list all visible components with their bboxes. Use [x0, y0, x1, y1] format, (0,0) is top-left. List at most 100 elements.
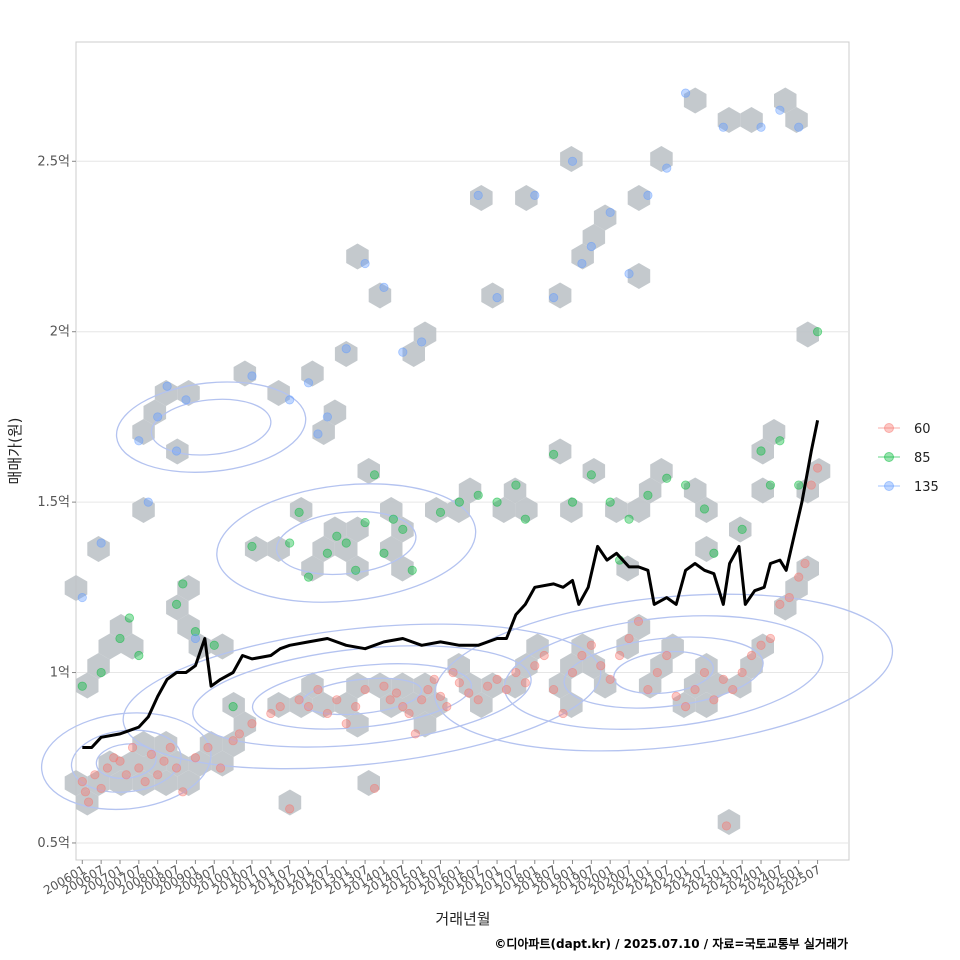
hexbin — [109, 614, 133, 640]
hexbin — [87, 653, 110, 679]
hexbin — [357, 770, 380, 796]
hexbin — [289, 497, 313, 523]
y-tick-label: 0.5억 — [37, 836, 70, 851]
point-85 — [178, 579, 188, 589]
point-135 — [643, 190, 653, 200]
point-60 — [464, 688, 474, 698]
y-tick-label: 1억 — [50, 666, 70, 681]
hexbin — [76, 789, 99, 816]
legend: 60 85 135 — [878, 422, 939, 495]
hexbin — [503, 672, 527, 699]
hexbin — [177, 770, 200, 796]
hexbin — [706, 672, 729, 699]
point-60 — [671, 691, 681, 702]
point-60 — [165, 742, 175, 753]
point-135 — [567, 156, 578, 166]
point-60 — [690, 684, 700, 695]
point-85 — [398, 524, 408, 534]
hexbin — [346, 555, 369, 582]
point-60 — [351, 702, 361, 712]
hexbin — [503, 477, 527, 504]
legend-key-point — [884, 481, 894, 491]
point-85 — [322, 548, 332, 558]
point-60 — [718, 674, 728, 684]
point-85 — [794, 480, 804, 490]
point-85 — [77, 681, 87, 691]
hexbin — [492, 497, 516, 523]
hexbin — [672, 692, 696, 718]
hexbin — [391, 555, 414, 582]
point-60 — [80, 787, 91, 797]
hexbin — [154, 770, 178, 796]
hexbin — [98, 633, 121, 660]
point-60 — [567, 667, 578, 678]
hexbin — [98, 750, 121, 777]
legend-key-point — [884, 452, 894, 462]
hexbin — [515, 653, 538, 679]
hexbin — [807, 458, 831, 484]
point-85 — [285, 538, 295, 548]
point-135 — [190, 633, 201, 644]
point-135 — [77, 592, 87, 603]
point-60 — [303, 702, 314, 712]
point-85 — [247, 541, 257, 552]
hexbin — [334, 341, 358, 367]
scatter-points — [77, 88, 823, 831]
point-60 — [492, 674, 502, 684]
point-135 — [775, 105, 785, 115]
hexbin — [346, 711, 369, 738]
hexbin — [548, 672, 572, 699]
hexbin — [402, 341, 425, 367]
hexbin — [368, 282, 392, 309]
point-85 — [435, 507, 446, 517]
point-135 — [162, 381, 172, 391]
hexbin — [87, 770, 110, 796]
point-60 — [247, 719, 257, 729]
point-135 — [341, 344, 351, 354]
contour — [150, 398, 272, 456]
point-60 — [596, 661, 606, 671]
hexbin — [154, 731, 178, 757]
hexbin — [785, 575, 808, 601]
point-135 — [134, 436, 144, 446]
point-85 — [209, 640, 219, 650]
point-85 — [662, 473, 672, 483]
point-60 — [96, 783, 106, 794]
hexbin — [312, 536, 335, 562]
y-tick-label: 2억 — [50, 325, 70, 340]
point-85 — [567, 497, 578, 507]
point-60 — [369, 783, 380, 794]
hexbin — [109, 770, 133, 796]
hexbin — [413, 672, 437, 699]
point-85 — [812, 327, 823, 337]
hexbin — [413, 321, 437, 348]
point-60 — [423, 684, 433, 695]
point-60 — [605, 674, 615, 684]
point-60 — [652, 667, 662, 678]
point-85 — [407, 565, 417, 575]
hexbin — [323, 516, 347, 543]
point-60 — [448, 667, 458, 678]
point-60 — [234, 729, 244, 739]
point-135 — [303, 378, 314, 388]
point-60 — [410, 729, 420, 739]
hexbin — [762, 419, 786, 445]
point-135 — [360, 258, 370, 269]
hexbin — [76, 672, 99, 699]
hexbin — [380, 536, 403, 562]
hexbin — [729, 672, 752, 699]
point-85 — [699, 504, 710, 514]
hexbin — [132, 497, 155, 523]
point-60 — [442, 702, 452, 712]
point-85 — [294, 507, 304, 517]
point-135 — [398, 347, 408, 357]
hexbin — [627, 263, 651, 289]
hexbin — [593, 204, 617, 231]
point-60 — [417, 695, 427, 705]
point-60 — [643, 684, 653, 695]
point-60 — [404, 708, 414, 719]
point-135 — [473, 190, 483, 200]
hexbin — [627, 185, 651, 211]
point-85 — [605, 497, 615, 507]
